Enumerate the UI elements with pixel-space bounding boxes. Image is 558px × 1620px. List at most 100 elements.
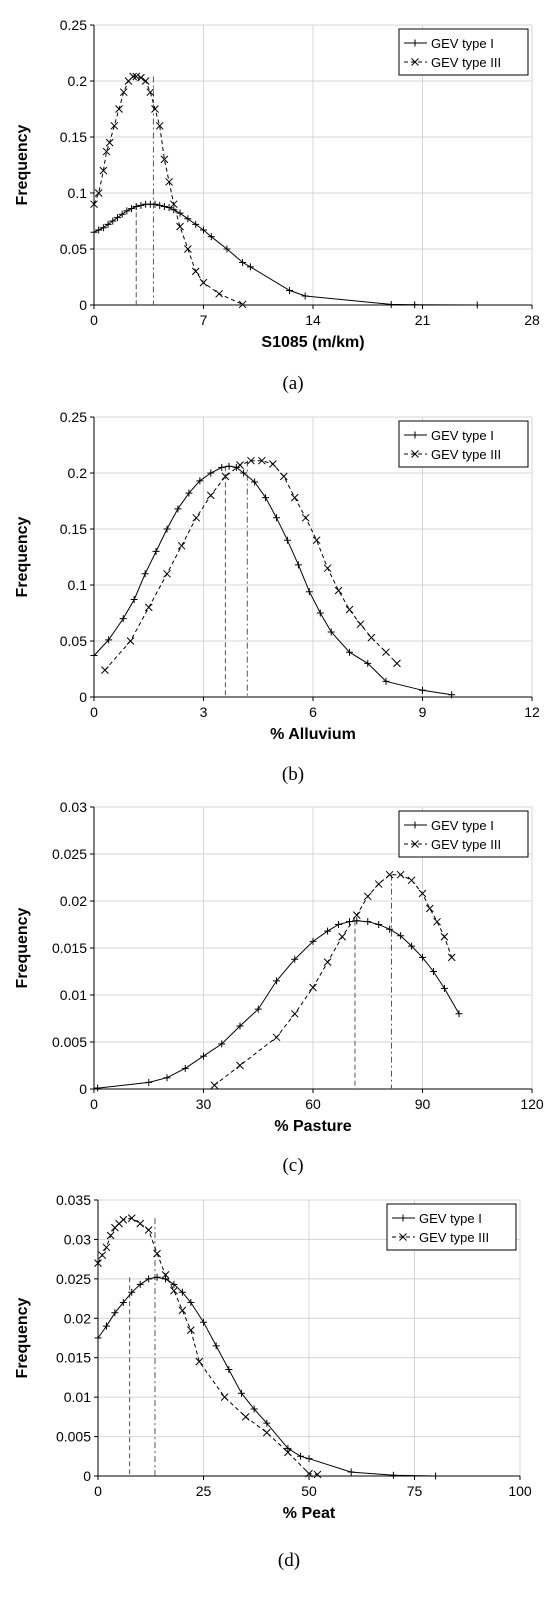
x-marker [144, 1226, 153, 1234]
plus-marker [207, 469, 215, 477]
x-marker [94, 189, 103, 197]
plus-marker [145, 1078, 153, 1086]
plus-marker [305, 588, 313, 596]
plus-marker [419, 953, 426, 961]
x-tick-label: 0 [90, 1096, 98, 1112]
series-1 [94, 1273, 440, 1480]
x-marker [301, 513, 310, 522]
x-marker [98, 1251, 107, 1260]
plus-marker [218, 1040, 226, 1048]
plus-marker [263, 1419, 271, 1427]
plus-marker [170, 206, 178, 214]
plus-marker [95, 226, 103, 234]
x-marker [177, 541, 186, 550]
x-marker [161, 1271, 170, 1279]
chart-caption: (c) [282, 1155, 303, 1176]
x-marker [407, 876, 416, 885]
x-marker [126, 637, 135, 645]
plus-marker [170, 1280, 178, 1288]
x-tick-label: 75 [407, 1483, 423, 1499]
plus-marker [200, 226, 207, 234]
plus-marker [165, 204, 173, 212]
plus-marker [123, 207, 131, 215]
series-line [93, 203, 478, 306]
x-marker [411, 450, 419, 458]
plus-marker [408, 942, 416, 950]
plus-marker [291, 955, 299, 963]
x-marker [129, 72, 137, 81]
plus-marker [119, 615, 127, 623]
series-1 [90, 200, 481, 309]
x-marker [102, 147, 111, 156]
x-marker [136, 1219, 145, 1228]
x-marker [106, 1231, 115, 1240]
plus-marker [324, 927, 332, 935]
x-marker [258, 456, 266, 465]
x-marker [238, 300, 247, 309]
x-marker [411, 58, 419, 66]
chart-1: 0 0.05 0.1 0.15 0.2 0.25 0 7 14 21 28 S1085 (m/km) F… [14, 17, 540, 394]
plus-marker [105, 636, 113, 644]
legend-label: GEV type I [431, 36, 494, 51]
x-marker [309, 983, 317, 992]
x-marker [272, 1033, 281, 1042]
legend: GEV type I GEV type III [398, 420, 529, 468]
x-marker [102, 1243, 111, 1252]
plus-marker [136, 1280, 144, 1288]
legend-label: GEV type III [431, 447, 501, 462]
plus-marker [440, 984, 448, 992]
plus-marker [223, 245, 231, 253]
y-tick-label: 0.01 [64, 1389, 91, 1405]
x-marker [101, 666, 109, 674]
x-marker [418, 889, 427, 898]
plus-marker [375, 921, 383, 928]
y-tick-label: 0.05 [60, 633, 87, 649]
y-tick-label: 0.015 [52, 940, 87, 956]
x-tick-label: 50 [301, 1483, 317, 1499]
y-tick-label: 0.03 [60, 799, 87, 815]
plus-marker [156, 201, 164, 209]
x-marker [153, 1249, 161, 1258]
plus-marker [109, 217, 117, 225]
legend-label: GEV type I [419, 1211, 482, 1226]
plus-marker [297, 1452, 305, 1460]
x-marker [191, 267, 200, 276]
plus-marker [90, 228, 98, 236]
plus-marker [455, 1010, 463, 1018]
x-axis-label: % Peat [283, 1505, 336, 1522]
plus-marker [364, 918, 372, 926]
plus-marker [94, 1084, 102, 1092]
legend-box [398, 810, 529, 858]
y-tick-label: 0.02 [60, 893, 87, 909]
y-tick-label: 0 [83, 1468, 91, 1484]
y-axis-label: Frequency [14, 516, 31, 597]
plus-marker [246, 263, 254, 271]
plus-marker [389, 1471, 397, 1479]
plus-marker [411, 301, 419, 309]
x-tick-label: 30 [196, 1096, 212, 1112]
x-marker [236, 1061, 244, 1070]
x-marker [241, 1413, 250, 1421]
x-tick-label: 14 [305, 312, 321, 328]
plus-marker [104, 220, 112, 228]
x-marker [144, 603, 153, 612]
series-2 [101, 456, 401, 674]
x-marker [356, 620, 365, 629]
y-tick-label: 0.1 [68, 185, 88, 201]
plus-marker [184, 215, 192, 223]
plus-marker [176, 209, 184, 217]
x-marker [268, 460, 277, 468]
x-axis-label: % Pasture [274, 1118, 351, 1135]
plus-marker [316, 609, 324, 617]
plus-marker [411, 431, 419, 439]
plus-marker [237, 1389, 245, 1397]
x-tick-label: 100 [508, 1483, 532, 1499]
legend-label: GEV type III [431, 55, 501, 70]
x-marker [132, 72, 141, 81]
x-marker [345, 605, 354, 614]
y-tick-label: 0.01 [60, 987, 87, 1003]
y-tick-label: 0 [79, 689, 87, 705]
chart-caption: (b) [282, 764, 304, 785]
x-marker [220, 1393, 229, 1401]
